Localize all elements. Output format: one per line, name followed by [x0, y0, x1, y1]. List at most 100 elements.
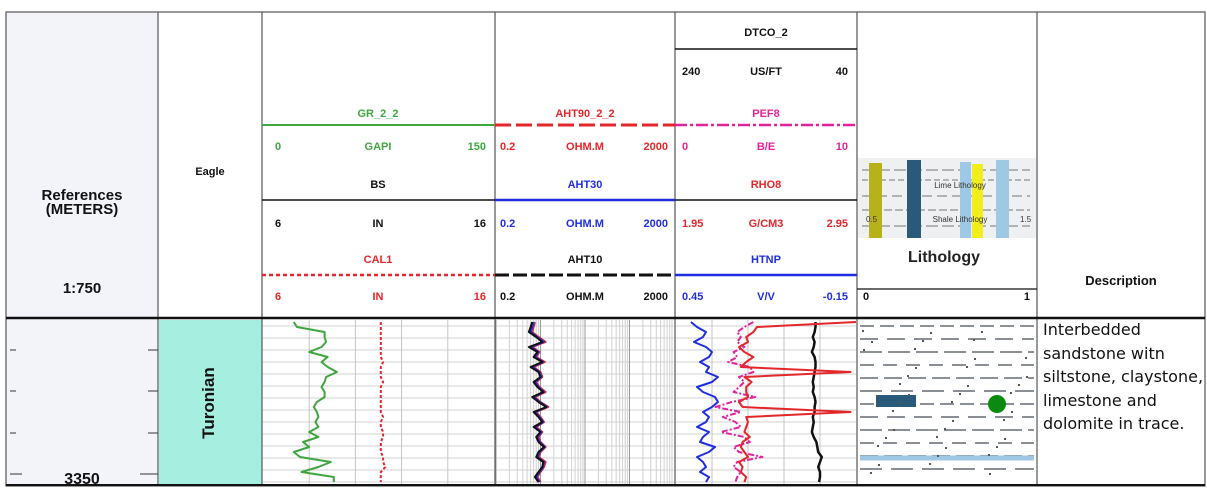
curve-dtco-2: [810, 322, 824, 483]
lithology-dot: [885, 437, 887, 439]
lithology-marker: [988, 395, 1006, 413]
lithology-dot: [878, 464, 880, 466]
lithology-dot: [877, 445, 879, 447]
aht10-right: 2000: [644, 291, 668, 303]
gr-right: 150: [468, 141, 486, 153]
lithology-dot: [952, 420, 954, 422]
dtco-unit: US/FT: [750, 66, 782, 78]
aht30-unit: OHM.M: [566, 218, 604, 230]
gr-left: 0: [275, 141, 281, 153]
lithology-dot: [900, 402, 902, 404]
legend-side-right: 1.5: [1020, 215, 1032, 224]
references-background: [6, 12, 158, 486]
bs-right: 16: [474, 218, 486, 230]
legend-bar-olive: [869, 163, 882, 238]
lithology-dot: [892, 410, 894, 412]
gr-unit: GAPI: [365, 141, 392, 153]
description-title: Description: [1085, 273, 1157, 288]
rho-left: 1.95: [682, 218, 703, 230]
track2-header: AHT90_2_2 0.2 OHM.M 2000 AHT30 0.2 OHM.M…: [500, 108, 668, 303]
lithology-dot: [1025, 357, 1027, 359]
aht30-left: 0.2: [500, 218, 515, 230]
lithology-legend: Lime Lithology Shale Lithology 0.5 1.5: [858, 158, 1036, 238]
legend-bar-lightblue: [960, 162, 971, 238]
lithology-dot: [862, 330, 864, 332]
header-separators: [262, 48, 1037, 290]
legend-top-label: Lime Lithology: [934, 181, 986, 190]
bs-curve-name: BS: [370, 179, 385, 191]
lithology-dot: [863, 349, 865, 351]
aht90-left: 0.2: [500, 141, 515, 153]
gr-curve-name: GR_2_2: [358, 108, 399, 120]
cal-unit: IN: [373, 291, 384, 303]
eagle-label: Eagle: [195, 166, 224, 178]
description-text: Interbedded sandstone witn siltstone, cl…: [1043, 320, 1204, 434]
legend-bottom-label: Shale Lithology: [933, 215, 988, 224]
lithology-dot: [922, 340, 924, 342]
curve-cal1: [379, 322, 387, 482]
lithology-dot: [967, 385, 969, 387]
lithology-dot: [1004, 438, 1006, 440]
lithology-scale-left: 0: [863, 291, 869, 303]
lithology-dot: [893, 429, 895, 431]
curve-gr-2-2: [292, 321, 338, 482]
lithology-dot: [930, 332, 932, 334]
depth-ruler: [10, 349, 158, 475]
lithology-dot: [871, 341, 873, 343]
aht90-right: 2000: [644, 141, 668, 153]
rho-unit: G/CM3: [749, 218, 784, 230]
lithology-dot: [974, 358, 976, 360]
formation-label: Turonian: [199, 367, 218, 438]
dtco-left: 240: [682, 66, 700, 78]
lithology-dot: [945, 447, 947, 449]
lithology-dot: [988, 454, 990, 456]
track3-header: DTCO_2 240 US/FT 40 PEF8 0 B/E 10 RHO8 1…: [682, 27, 848, 303]
references-unit: (METERS): [46, 201, 119, 218]
scale-label: 1:750: [63, 280, 101, 297]
pef-left: 0: [682, 141, 688, 153]
lithology-dot: [915, 367, 917, 369]
bs-left: 6: [275, 218, 281, 230]
track-grids: [263, 320, 856, 484]
htnp-curve-name: HTNP: [751, 254, 781, 266]
lithology-dot: [907, 375, 909, 377]
pef-curve-name: PEF8: [752, 108, 780, 120]
pef-right: 10: [836, 141, 848, 153]
htnp-left: 0.45: [682, 291, 703, 303]
lithology-pattern: [860, 325, 1034, 475]
lithology-dot: [908, 394, 910, 396]
legend-bar-yellow: [972, 164, 983, 238]
dtco-curve-name: DTCO_2: [744, 27, 787, 39]
rho-right: 2.95: [827, 218, 848, 230]
lithology-dot: [937, 455, 939, 457]
rho-curve-name: RHO8: [751, 179, 782, 191]
lithology-dot: [1010, 392, 1012, 394]
htnp-right: -0.15: [823, 291, 848, 303]
curve-rho8: [738, 321, 857, 483]
lithology-block: [876, 395, 916, 407]
references-title: References: [42, 187, 123, 204]
lithology-dot: [944, 428, 946, 430]
legend-bar-navy: [907, 160, 921, 238]
frame-lines: [5, 11, 1206, 487]
formation-cell: [159, 320, 262, 486]
cal-right: 16: [474, 291, 486, 303]
lithology-dot: [1026, 376, 1028, 378]
log-curves: [292, 321, 857, 483]
aht30-right: 2000: [644, 218, 668, 230]
lithology-dot: [899, 383, 901, 385]
curve-aht10: [527, 321, 548, 483]
cal-curve-name: CAL1: [364, 254, 393, 266]
aht10-curve-name: AHT10: [568, 254, 603, 266]
bs-unit: IN: [373, 218, 384, 230]
pef-unit: B/E: [757, 141, 775, 153]
lithology-dot: [996, 446, 998, 448]
cal-left: 6: [275, 291, 281, 303]
aht30-curve-name: AHT30: [568, 179, 603, 191]
lithology-dot: [959, 393, 961, 395]
aht10-left: 0.2: [500, 291, 515, 303]
lithology-dot: [870, 472, 872, 474]
lithology-dot: [989, 473, 991, 475]
